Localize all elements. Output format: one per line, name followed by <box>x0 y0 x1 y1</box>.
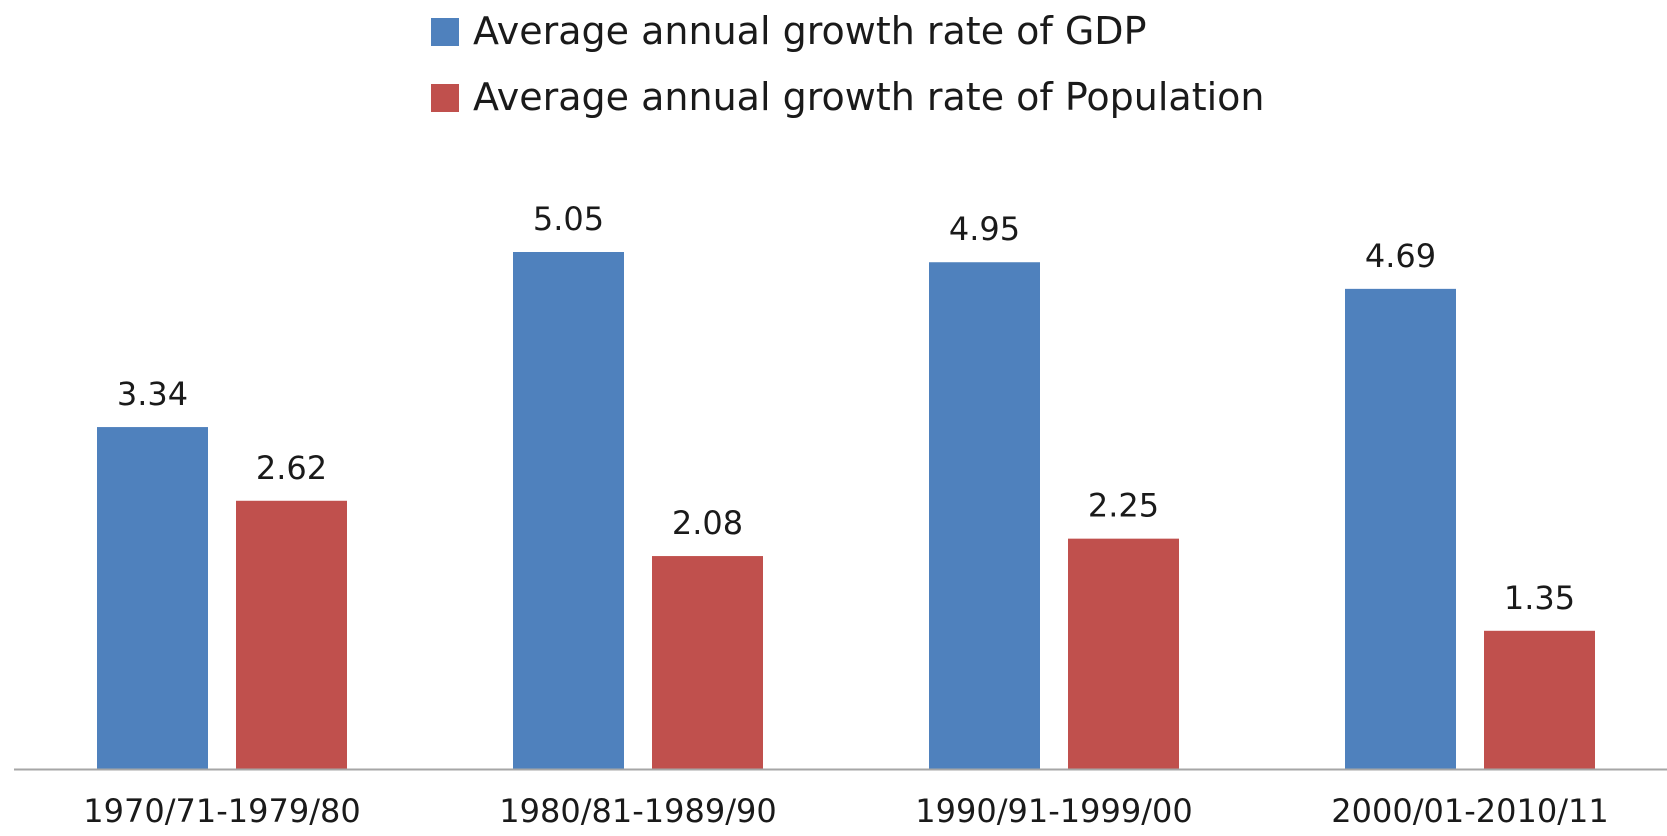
plot-area: 3.34 2.62 5.05 2.08 4.95 2.25 4.69 1.35 <box>97 200 1595 769</box>
bar-gdp-2 <box>513 252 624 769</box>
legend-label-gdp: Average annual growth rate of GDP <box>473 9 1146 53</box>
legend-swatch-population <box>431 84 459 112</box>
data-label-population-1: 2.62 <box>256 449 327 487</box>
data-label-gdp-3: 4.95 <box>949 210 1020 248</box>
bar-population-2 <box>652 556 763 769</box>
data-label-population-4: 1.35 <box>1504 579 1575 617</box>
bar-gdp-3 <box>929 262 1040 769</box>
x-tick-label-4: 2000/01-2010/11 <box>1331 792 1608 830</box>
x-tick-label-2: 1980/81-1989/90 <box>499 792 776 830</box>
data-label-gdp-4: 4.69 <box>1365 237 1436 275</box>
bar-population-4 <box>1484 630 1595 769</box>
x-tick-label-1: 1970/71-1979/80 <box>83 792 360 830</box>
data-label-population-2: 2.08 <box>672 504 743 542</box>
bar-population-1 <box>236 500 347 769</box>
bar-gdp-1 <box>97 427 208 769</box>
x-tick-label-3: 1990/91-1999/00 <box>915 792 1192 830</box>
legend-swatch-gdp <box>431 18 459 46</box>
x-axis-tick-labels: 1970/71-1979/80 1980/81-1989/90 1990/91-19… <box>83 792 1608 830</box>
data-label-gdp-1: 3.34 <box>117 375 188 413</box>
data-label-population-3: 2.25 <box>1088 487 1159 525</box>
legend-label-population: Average annual growth rate of Population <box>473 75 1265 119</box>
bar-population-3 <box>1068 538 1179 769</box>
data-label-gdp-2: 5.05 <box>533 200 604 238</box>
bar-gdp-4 <box>1345 288 1456 769</box>
legend: Average annual growth rate of GDP Average… <box>431 9 1265 119</box>
